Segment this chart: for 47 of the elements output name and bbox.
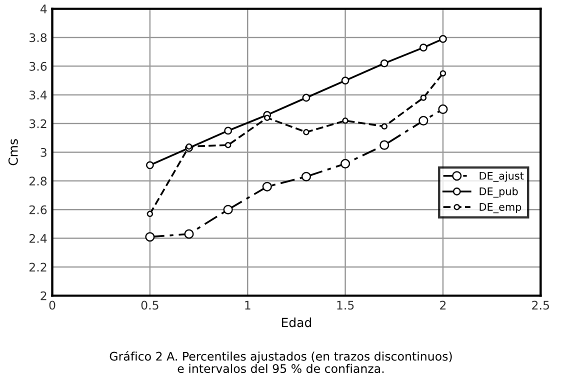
- y-tick-label: 2.6: [29, 205, 47, 214]
- x-tick-label: 2: [440, 300, 446, 310]
- point: [420, 94, 427, 101]
- y-tick-label: 2.4: [29, 234, 47, 243]
- y-tick-label: 3.2: [30, 119, 46, 128]
- x-tick-label: 0: [49, 300, 56, 310]
- point: [302, 94, 310, 102]
- point: [341, 76, 350, 84]
- point: [224, 142, 232, 148]
- point: [224, 126, 232, 135]
- point: [342, 118, 348, 124]
- y-tick-label: 3: [40, 148, 46, 157]
- legend-label: DE_pub: [480, 187, 518, 198]
- x-tick-label: 1.5: [337, 300, 354, 310]
- legend-label: DE_emp: [480, 203, 522, 214]
- x-tick-label: 1: [245, 300, 250, 310]
- y-tick-label: 4: [40, 4, 47, 14]
- y-tick-label: 2.2: [29, 262, 46, 272]
- text: Gráfico 2 A. Percentiles ajustados (en trazos discontinuos) e intervalos del 95 % de confianza.: [110, 351, 452, 374]
- y-tick-label: 2: [40, 291, 46, 300]
- point: [301, 172, 312, 182]
- point: [418, 116, 428, 126]
- point: [145, 232, 155, 242]
- point: [440, 70, 446, 76]
- point: [184, 229, 194, 239]
- point: [146, 210, 154, 218]
- y-axis-title: Cms: [8, 139, 18, 166]
- y-tick-label: 3.8: [30, 33, 47, 42]
- point: [380, 140, 390, 150]
- point: [262, 182, 272, 192]
- x-tick-label: 0.5: [141, 300, 158, 310]
- x-tick-label: 2.5: [532, 300, 549, 310]
- point: [439, 34, 447, 43]
- point: [146, 161, 154, 170]
- point: [380, 59, 388, 68]
- point: [438, 104, 448, 114]
- y-tick-label: 3.4: [30, 90, 47, 100]
- legend-label: DE_ajust: [480, 172, 524, 182]
- point: [223, 204, 233, 214]
- y-tick-label: 3.6: [30, 62, 47, 71]
- point: [264, 114, 270, 121]
- point: [303, 129, 310, 136]
- x-axis-title: Edad: [282, 318, 312, 328]
- point: [419, 44, 428, 52]
- point: [340, 158, 350, 169]
- y-tick-label: 2.8: [29, 176, 47, 186]
- point: [381, 123, 388, 130]
